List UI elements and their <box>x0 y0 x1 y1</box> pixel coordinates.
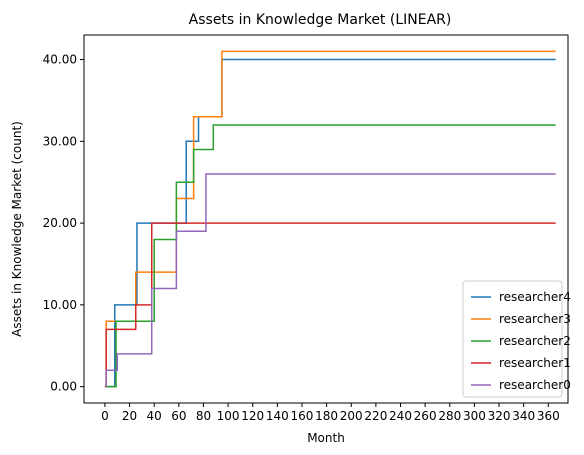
plot-area-frame <box>83 34 569 404</box>
x-tick-label: 300 <box>463 409 486 423</box>
x-tick-label: 120 <box>241 409 264 423</box>
x-tick-label: 0 <box>101 409 109 423</box>
chart-title: Assets in Knowledge Market (LINEAR) <box>189 12 452 28</box>
x-tick-label: 80 <box>196 409 211 423</box>
legend-label-researcher1: researcher1 <box>499 356 571 370</box>
y-tick-label: 0.00 <box>50 380 77 394</box>
x-tick-label: 360 <box>537 409 560 423</box>
legend-label-researcher0: researcher0 <box>499 378 571 392</box>
x-tick-label: 200 <box>340 409 363 423</box>
legend-label-researcher3: researcher3 <box>499 312 571 326</box>
x-tick-label: 100 <box>217 409 240 423</box>
x-tick-label: 240 <box>389 409 412 423</box>
y-axis: 0.00 10.00 20.00 30.00 40.00 <box>43 53 84 394</box>
series-line-researcher1 <box>104 222 556 388</box>
x-tick-label: 320 <box>488 409 511 423</box>
x-axis: 0 20 40 60 80 100 120 140 160 180 200 220 240 260 280 3… <box>101 403 560 423</box>
series-line-researcher2 <box>104 124 556 388</box>
y-axis-label: Assets in Knowledge Market (count) <box>10 121 24 337</box>
x-tick-label: 40 <box>147 409 162 423</box>
x-tick-label: 340 <box>512 409 535 423</box>
series-layer <box>104 50 556 388</box>
legend: researcher4 researcher3 researcher2 researc… <box>462 280 571 398</box>
x-tick-label: 220 <box>364 409 387 423</box>
x-tick-label: 160 <box>291 409 314 423</box>
x-tick-label: 20 <box>122 409 137 423</box>
x-tick-label: 140 <box>266 409 289 423</box>
x-axis-label: Month <box>307 431 345 445</box>
legend-label-researcher4: researcher4 <box>499 290 571 304</box>
legend-box <box>462 280 563 398</box>
y-tick-label: 10.00 <box>43 298 77 312</box>
y-tick-label: 30.00 <box>43 134 77 148</box>
y-tick-label: 20.00 <box>43 216 77 230</box>
series-line-researcher0 <box>104 173 556 388</box>
x-tick-label: 260 <box>414 409 437 423</box>
x-tick-label: 280 <box>438 409 461 423</box>
x-tick-label: 180 <box>315 409 338 423</box>
x-tick-label: 60 <box>171 409 186 423</box>
legend-label-researcher2: researcher2 <box>499 334 571 348</box>
y-tick-label: 40.00 <box>43 53 77 67</box>
